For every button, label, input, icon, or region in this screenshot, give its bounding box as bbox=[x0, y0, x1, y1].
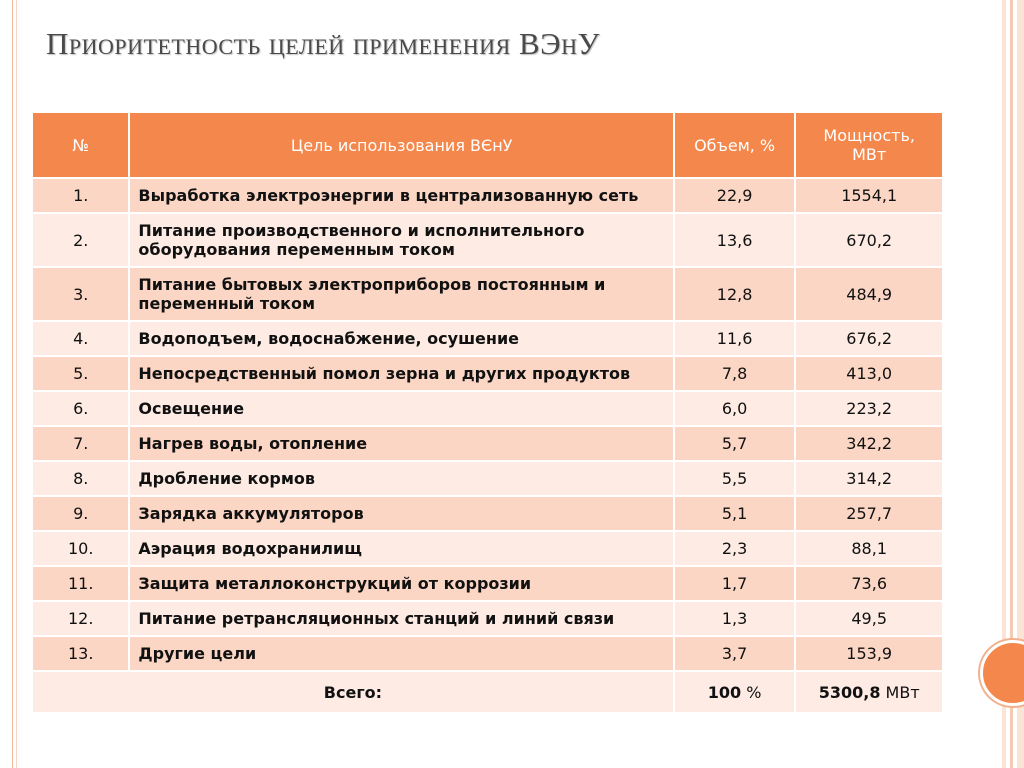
row-power: 676,2 bbox=[794, 320, 944, 357]
goals-table: № Цель использования ВЄнУ Объем, % Мощно… bbox=[30, 111, 944, 714]
row-volume: 7,8 bbox=[672, 355, 797, 392]
row-goal: Другие цели bbox=[128, 635, 675, 672]
total-volume: 100 % bbox=[672, 670, 797, 714]
row-num: 10. bbox=[30, 530, 131, 567]
row-power: 670,2 bbox=[794, 212, 944, 268]
row-volume: 12,8 bbox=[672, 266, 797, 322]
table-row: 10. Аэрация водохранилищ 2,3 88,1 bbox=[30, 530, 944, 567]
table-row: 11. Защита металлоконструкций от коррози… bbox=[30, 565, 944, 602]
table-body: 1. Выработка электроэнергии в централизо… bbox=[30, 177, 944, 672]
table-row: 12. Питание ретрансляционных станций и л… bbox=[30, 600, 944, 637]
row-volume: 1,7 bbox=[672, 565, 797, 602]
row-power: 413,0 bbox=[794, 355, 944, 392]
row-goal: Непосредственный помол зерна и других пр… bbox=[128, 355, 675, 392]
row-goal: Защита металлоконструкций от коррозии bbox=[128, 565, 675, 602]
row-num: 2. bbox=[30, 212, 131, 268]
header-row: № Цель использования ВЄнУ Объем, % Мощно… bbox=[30, 111, 944, 179]
table-row: 3. Питание бытовых электроприборов посто… bbox=[30, 266, 944, 322]
row-goal: Освещение bbox=[128, 390, 675, 427]
row-goal: Зарядка аккумуляторов bbox=[128, 495, 675, 532]
row-volume: 5,5 bbox=[672, 460, 797, 497]
row-power: 484,9 bbox=[794, 266, 944, 322]
header-volume: Объем, % bbox=[672, 111, 797, 179]
table-row: 7. Нагрев воды, отопление 5,7 342,2 bbox=[30, 425, 944, 462]
row-power: 223,2 bbox=[794, 390, 944, 427]
row-num: 6. bbox=[30, 390, 131, 427]
row-power: 314,2 bbox=[794, 460, 944, 497]
header-goal: Цель использования ВЄнУ bbox=[128, 111, 675, 179]
slide-title: Приоритетность целей применения ВЭнУ bbox=[46, 26, 600, 61]
row-num: 1. bbox=[30, 177, 131, 214]
header-power: Мощность, МВт bbox=[794, 111, 944, 179]
table-row: 8. Дробление кормов 5,5 314,2 bbox=[30, 460, 944, 497]
table-row: 4. Водоподъем, водоснабжение, осушение 1… bbox=[30, 320, 944, 357]
row-power: 88,1 bbox=[794, 530, 944, 567]
row-num: 12. bbox=[30, 600, 131, 637]
row-power: 73,6 bbox=[794, 565, 944, 602]
row-goal: Питание производственного и исполнительн… bbox=[128, 212, 675, 268]
row-volume: 5,1 bbox=[672, 495, 797, 532]
table-row: 5. Непосредственный помол зерна и других… bbox=[30, 355, 944, 392]
table-row: 2. Питание производственного и исполните… bbox=[30, 212, 944, 268]
row-volume: 3,7 bbox=[672, 635, 797, 672]
table-row: 9. Зарядка аккумуляторов 5,1 257,7 bbox=[30, 495, 944, 532]
row-goal: Выработка электроэнергии в централизован… bbox=[128, 177, 675, 214]
row-num: 7. bbox=[30, 425, 131, 462]
row-power: 49,5 bbox=[794, 600, 944, 637]
total-volume-value: 100 bbox=[707, 682, 742, 702]
row-num: 5. bbox=[30, 355, 131, 392]
row-num: 9. bbox=[30, 495, 131, 532]
row-power: 1554,1 bbox=[794, 177, 944, 214]
row-num: 8. bbox=[30, 460, 131, 497]
total-power-unit: МВт bbox=[880, 682, 920, 702]
row-num: 11. bbox=[30, 565, 131, 602]
decorative-stripe bbox=[1002, 0, 1024, 768]
row-volume: 13,6 bbox=[672, 212, 797, 268]
total-volume-unit: % bbox=[741, 682, 762, 702]
row-goal: Нагрев воды, отопление bbox=[128, 425, 675, 462]
table-row: 13. Другие цели 3,7 153,9 bbox=[30, 635, 944, 672]
header-num: № bbox=[30, 111, 131, 179]
table-row: 1. Выработка электроэнергии в централизо… bbox=[30, 177, 944, 214]
row-volume: 5,7 bbox=[672, 425, 797, 462]
row-volume: 1,3 bbox=[672, 600, 797, 637]
row-goal: Водоподъем, водоснабжение, осушение bbox=[128, 320, 675, 357]
row-volume: 6,0 bbox=[672, 390, 797, 427]
row-volume: 22,9 bbox=[672, 177, 797, 214]
total-label: Всего: bbox=[31, 670, 675, 714]
table-row: 6. Освещение 6,0 223,2 bbox=[30, 390, 944, 427]
total-power: 5300,8 МВт bbox=[794, 670, 944, 714]
row-num: 3. bbox=[30, 266, 131, 322]
row-goal: Питание бытовых электроприборов постоянн… bbox=[128, 266, 675, 322]
table-footer: Всего: 100 % 5300,8 МВт bbox=[31, 670, 944, 714]
row-goal: Дробление кормов bbox=[128, 460, 675, 497]
row-goal: Питание ретрансляционных станций и линий… bbox=[128, 600, 675, 637]
row-num: 13. bbox=[30, 635, 131, 672]
row-goal: Аэрация водохранилищ bbox=[128, 530, 675, 567]
row-volume: 11,6 bbox=[672, 320, 797, 357]
total-power-value: 5300,8 bbox=[818, 682, 881, 702]
row-num: 4. bbox=[30, 320, 131, 357]
total-row: Всего: 100 % 5300,8 МВт bbox=[31, 670, 944, 714]
row-power: 342,2 bbox=[794, 425, 944, 462]
row-power: 153,9 bbox=[794, 635, 944, 672]
row-power: 257,7 bbox=[794, 495, 944, 532]
table-header: № Цель использования ВЄнУ Объем, % Мощно… bbox=[30, 111, 944, 179]
row-volume: 2,3 bbox=[672, 530, 797, 567]
